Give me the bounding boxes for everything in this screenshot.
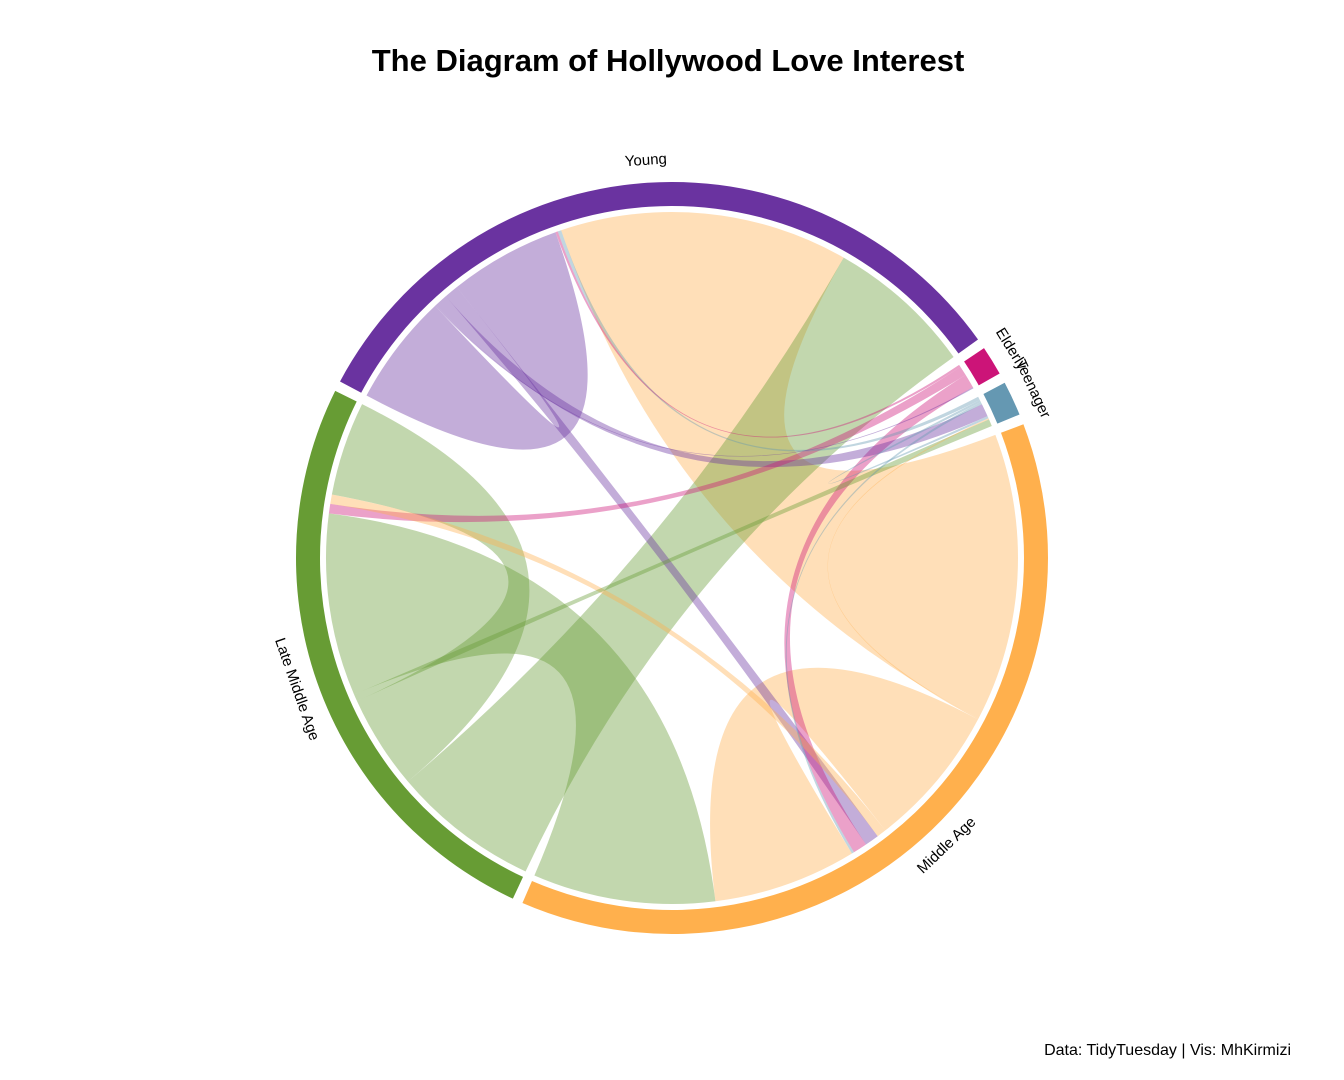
sector-label-teenager: Teenager bbox=[1012, 357, 1054, 421]
sector-arc-elderly bbox=[964, 348, 1000, 386]
ribbon-middle-age-to-middle-age bbox=[710, 667, 979, 902]
ribbon-middle-age-to-young bbox=[561, 212, 1018, 719]
chart-caption: Data: TidyTuesday | Vis: MhKirmizi bbox=[1044, 1042, 1291, 1059]
ribbon-teenager-to-middle-age bbox=[785, 402, 982, 854]
sector-arc-teenager bbox=[983, 382, 1020, 424]
ribbon-young-to-middle-age bbox=[445, 287, 878, 845]
chart-title: The Diagram of Hollywood Love Interest bbox=[372, 43, 965, 78]
sector-arc-young bbox=[340, 181, 979, 393]
ribbons-group bbox=[325, 212, 1018, 904]
ribbon-late-middle-age-to-teenager bbox=[354, 419, 992, 702]
ribbon-middle-age-to-teenager bbox=[827, 418, 990, 720]
ribbon-young-to-young bbox=[366, 232, 588, 450]
sector-label-young: Young bbox=[624, 150, 667, 170]
sector-arc-late-middle-age bbox=[295, 390, 524, 899]
ribbon-late-middle-age-to-middle-age bbox=[325, 513, 716, 904]
ribbon-late-middle-age-to-young bbox=[407, 257, 954, 872]
sectors-group bbox=[295, 181, 1049, 935]
ribbon-late-middle-age-to-late-middle-age bbox=[331, 404, 530, 782]
